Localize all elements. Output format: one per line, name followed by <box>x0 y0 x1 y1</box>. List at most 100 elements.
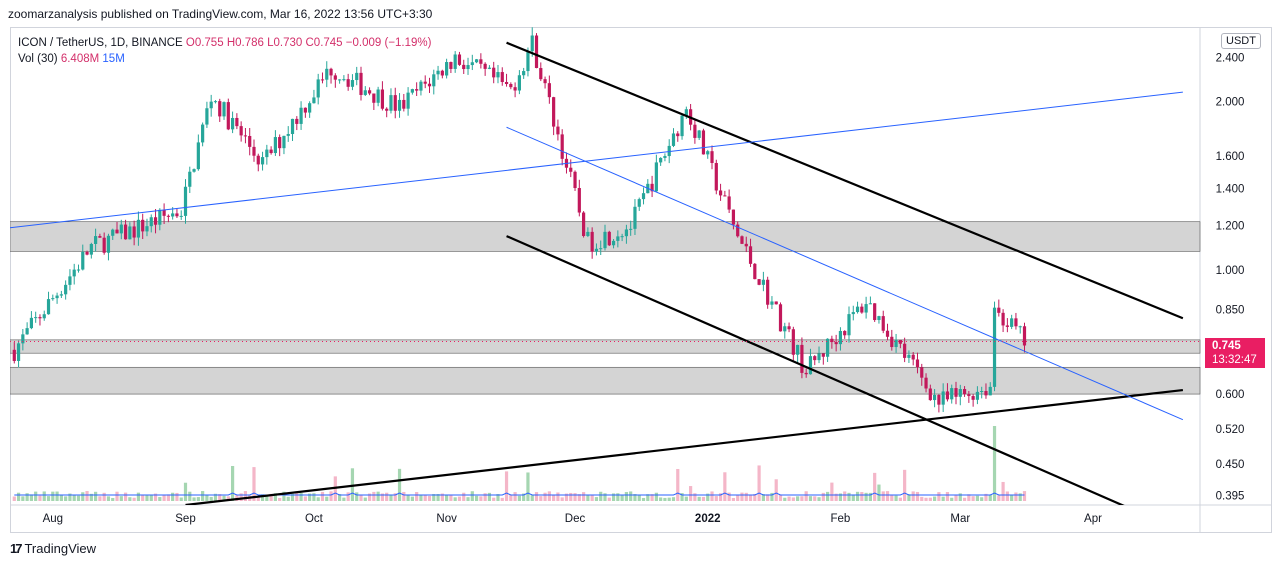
candle-body <box>676 133 680 137</box>
candle-body <box>920 367 924 378</box>
black-trendline[interactable] <box>185 388 1184 505</box>
candle-body <box>556 126 560 135</box>
volume-bar <box>25 493 29 501</box>
volume-bar <box>252 467 256 501</box>
volume-bar <box>243 491 248 501</box>
last-price: 0.745 <box>1212 340 1241 352</box>
volume-bar <box>830 482 834 501</box>
candle-body <box>372 93 376 103</box>
high-value: H0.786 <box>226 37 264 49</box>
candle-body <box>299 107 303 124</box>
volume-bar <box>517 495 521 501</box>
candle-body <box>42 314 46 319</box>
volume-bar <box>415 492 419 501</box>
price-tick-label: 0.520 <box>1216 424 1245 436</box>
candle-body <box>162 209 166 216</box>
candle-body <box>235 117 239 127</box>
candle-body <box>312 97 316 104</box>
volume-bar <box>560 497 564 501</box>
volume-bar <box>1010 494 1014 501</box>
volume-bar <box>51 491 55 501</box>
time-tick-label: Feb <box>831 513 851 525</box>
candle-body <box>710 151 714 163</box>
candle-body <box>654 162 658 192</box>
volume-bar <box>393 493 397 501</box>
volume-bar <box>650 494 654 501</box>
candle-body <box>487 67 492 69</box>
candle-body <box>436 70 440 75</box>
candle-body <box>466 65 470 70</box>
candle-body <box>256 155 260 165</box>
volume-bar <box>513 492 517 501</box>
volume-bar <box>659 497 663 501</box>
price-tick-label: 0.395 <box>1216 491 1245 503</box>
candle-body <box>376 89 380 103</box>
volume-bar <box>389 494 393 501</box>
candle-body <box>286 134 290 136</box>
volume-bar <box>727 492 731 501</box>
tradingview-logo-icon: 17 <box>10 541 23 556</box>
candle-body <box>697 130 701 138</box>
candle-body <box>808 356 813 375</box>
candle-body <box>629 228 633 230</box>
volume-bar <box>958 493 962 501</box>
volume-bar <box>744 492 748 501</box>
volume-bar <box>641 497 646 501</box>
volume-bar <box>569 492 573 501</box>
candle-body <box>530 35 534 52</box>
volume-bar <box>920 496 924 501</box>
volume-bar <box>449 495 453 501</box>
candle-body <box>419 81 423 91</box>
candle-body <box>543 79 547 84</box>
volume-bar <box>34 491 38 501</box>
candle-body <box>303 107 307 113</box>
volume-bar <box>637 494 641 501</box>
candle-body <box>1018 326 1022 328</box>
candle-body <box>474 59 479 63</box>
candle-body <box>290 118 295 135</box>
volume-bar <box>928 497 932 501</box>
candle-body <box>282 135 286 149</box>
volume-bar <box>731 497 736 501</box>
volume-bar <box>278 497 282 501</box>
candle-body <box>817 353 821 361</box>
volume-bar <box>342 497 346 501</box>
candle-body <box>800 344 804 373</box>
black-trendline[interactable] <box>506 235 1145 515</box>
volume-bar <box>440 493 444 501</box>
volume-bar <box>663 497 667 501</box>
chart-frame <box>10 27 1272 533</box>
candle-body <box>205 108 209 125</box>
volume-bar <box>616 493 620 501</box>
black-trendline[interactable] <box>506 41 1184 320</box>
candle-body <box>937 394 941 405</box>
symbol-label[interactable]: ICON / TetherUS, 1D, BINANCE <box>18 37 183 49</box>
volume-bar <box>967 494 971 501</box>
volume-bar <box>770 492 774 501</box>
candle-body <box>855 306 860 313</box>
volume-bar <box>838 493 843 501</box>
volume-bar <box>864 492 868 501</box>
volume-bar <box>855 491 860 501</box>
candle-body <box>671 133 676 146</box>
volume-bar <box>1001 481 1005 501</box>
candle-body <box>479 59 483 64</box>
volume-bar <box>402 491 406 501</box>
price-chart[interactable]: 0.395 0.450 0.520 0.600 0.850 1.000 1.200 1.400… <box>10 27 1272 533</box>
volume-bar <box>192 497 196 501</box>
volume-bar <box>487 492 492 501</box>
tradingview-logo[interactable]: 17 TradingView <box>10 541 96 556</box>
blue-trendline[interactable] <box>506 126 1184 421</box>
volume-bar <box>355 492 359 501</box>
candle-body <box>432 74 436 87</box>
candle-body <box>945 391 950 400</box>
currency-button[interactable]: USDT <box>1221 33 1261 49</box>
volume-bar <box>42 491 46 501</box>
volume-bar <box>269 493 273 501</box>
blue-trendline[interactable] <box>10 91 1183 229</box>
volume-bar <box>419 494 423 501</box>
volume-bar <box>239 493 243 501</box>
candle-body <box>706 151 710 155</box>
volume-label[interactable]: Vol (30) <box>18 53 58 65</box>
volume-bar <box>898 497 902 501</box>
